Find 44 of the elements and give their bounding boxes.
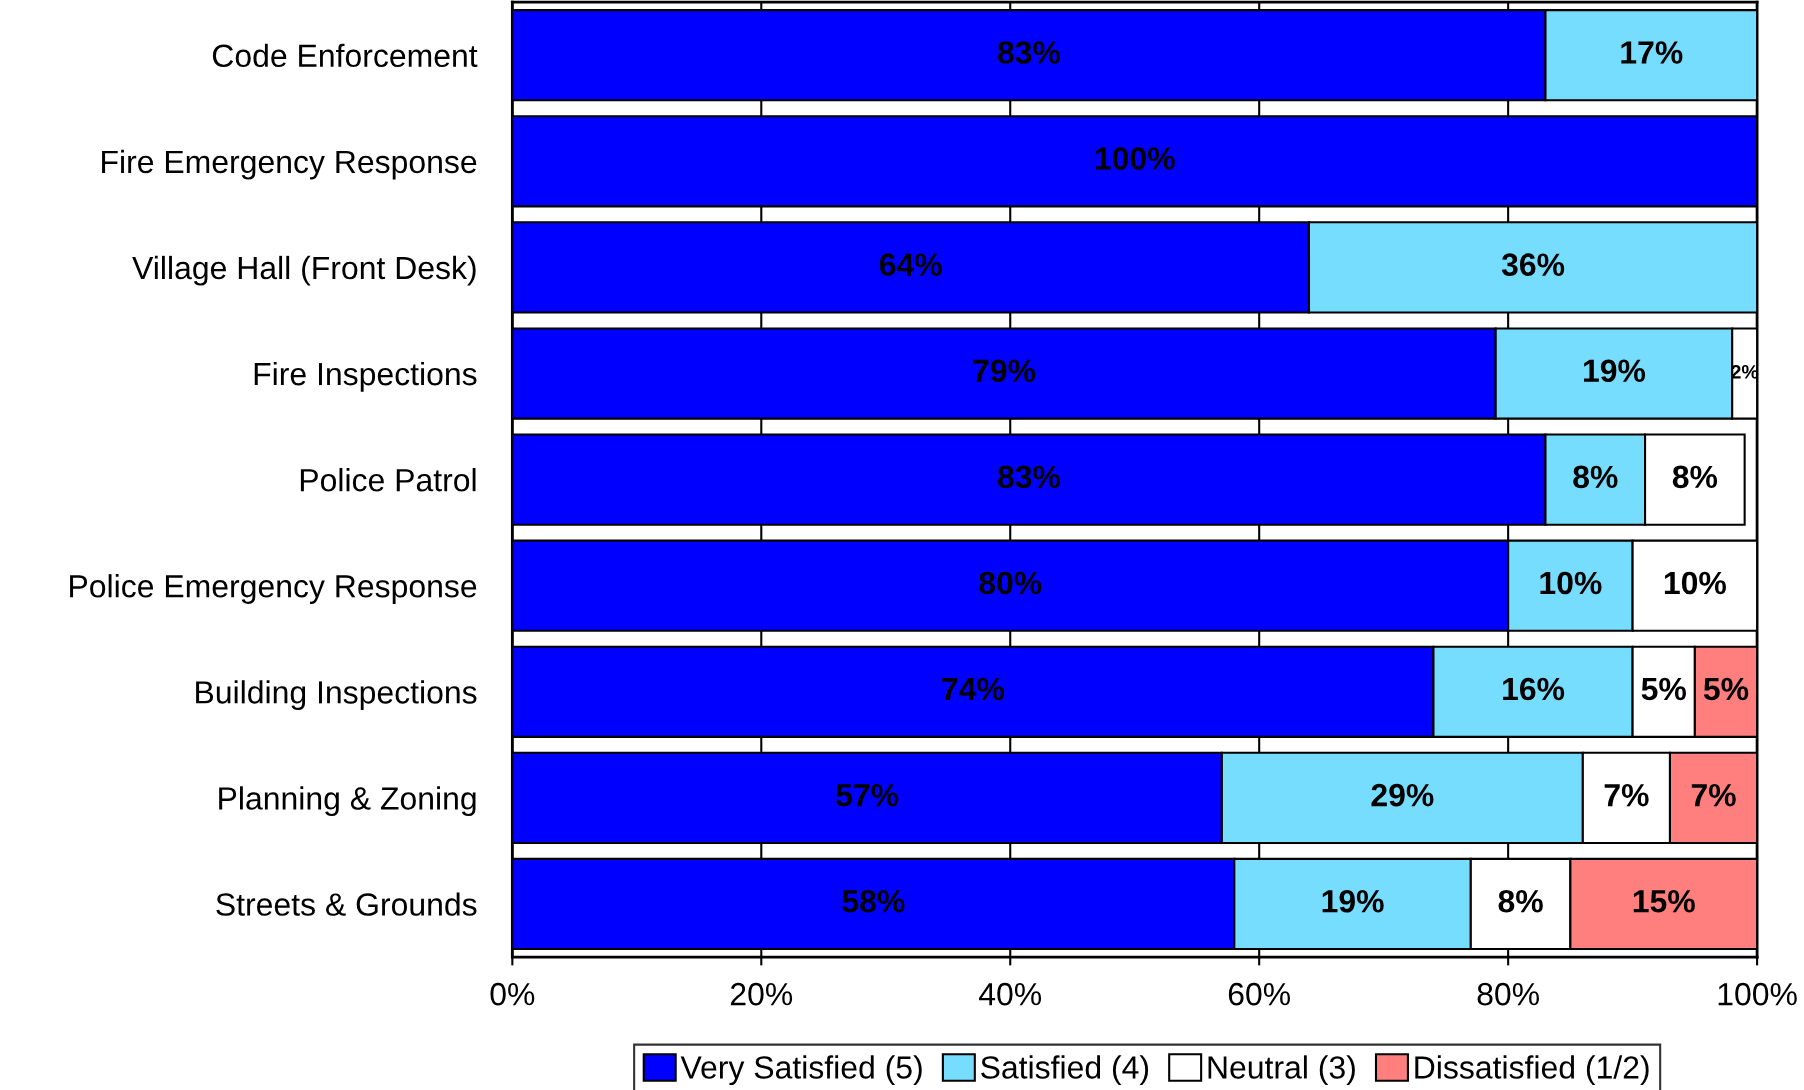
data-label: 36% (1501, 253, 1565, 277)
data-label: 8% (1573, 465, 1618, 489)
x-tick-label: 80% (1477, 982, 1539, 1006)
y-tick-label: Code Enforcement (212, 43, 478, 68)
data-label: 5% (1703, 677, 1749, 701)
data-label: 8% (1672, 465, 1718, 489)
data-label: 57% (836, 783, 899, 807)
data-label: 7% (1604, 783, 1649, 807)
data-label: 100% (1095, 147, 1175, 170)
data-label: 16% (1503, 677, 1565, 701)
y-tick-label: Building Inspections (196, 680, 477, 710)
y-tick-label: Police Emergency Response (70, 574, 477, 604)
y-tick-label: Fire Inspections (254, 361, 477, 392)
data-label: 8% (1498, 889, 1543, 913)
y-tick-label: Police Patrol (300, 468, 476, 492)
data-label: 19% (1583, 359, 1646, 383)
x-tick-label: 20% (730, 982, 793, 1006)
legend-label: Neutral (3) (1208, 1055, 1355, 1086)
data-label: 19% (1322, 889, 1384, 913)
data-label: 58% (842, 889, 905, 913)
y-tick-label: Streets & Grounds (216, 892, 477, 916)
legend-label: Dissatisfied (1/2) (1415, 1055, 1649, 1086)
y-tick-label: Village Hall (Front Desk) (132, 255, 476, 286)
data-label: 5% (1641, 677, 1686, 701)
x-tick-label: 40% (979, 982, 1042, 1006)
data-label: 74% (942, 677, 1005, 701)
data-label: 10% (1540, 571, 1602, 595)
data-label: 29% (1371, 783, 1434, 807)
data-label: 80% (979, 571, 1042, 595)
x-tick-label: 100% (1718, 982, 1797, 1006)
data-label: 7% (1691, 783, 1736, 807)
y-tick-label: Planning & Zoning (219, 786, 476, 817)
data-label: 83% (997, 41, 1061, 64)
data-label: 17% (1621, 41, 1683, 64)
legend-label: Very Satisfied (5) (680, 1055, 922, 1086)
data-label: 15% (1633, 890, 1695, 913)
y-tick-label: Fire Emergency Response (102, 149, 477, 180)
data-label: 79% (973, 359, 1036, 383)
data-label: 10% (1664, 571, 1726, 595)
legend-label: Satisfied (4) (981, 1055, 1149, 1086)
x-tick-label: 60% (1228, 982, 1291, 1006)
x-tick-label: 0% (490, 982, 535, 1006)
data-label: 83% (997, 465, 1061, 489)
data-label: 64% (879, 253, 942, 276)
